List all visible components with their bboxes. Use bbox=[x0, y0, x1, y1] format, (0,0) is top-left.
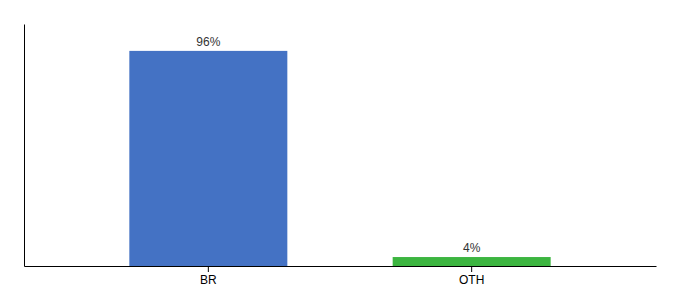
data-label: 96% bbox=[196, 35, 220, 49]
x-tick-label: OTH bbox=[459, 273, 484, 287]
x-axis-line bbox=[25, 266, 657, 267]
x-tick-label: BR bbox=[200, 273, 217, 287]
y-axis-line bbox=[24, 25, 25, 267]
x-axis: BR OTH bbox=[25, 266, 657, 287]
data-labels: 96% 4% bbox=[196, 35, 480, 255]
bar bbox=[129, 51, 287, 266]
data-label: 4% bbox=[463, 241, 481, 255]
bars bbox=[129, 51, 550, 266]
chart-container: BR OTH 96% 4% bbox=[0, 0, 680, 300]
x-tick: BR bbox=[200, 266, 217, 287]
x-tick-mark bbox=[208, 266, 209, 272]
chart-svg: BR OTH 96% 4% bbox=[0, 0, 680, 300]
plot-area: BR OTH 96% 4% bbox=[25, 25, 657, 287]
x-tick-mark bbox=[471, 266, 472, 272]
bar bbox=[393, 257, 551, 266]
y-axis bbox=[24, 25, 25, 267]
x-tick: OTH bbox=[459, 266, 484, 287]
